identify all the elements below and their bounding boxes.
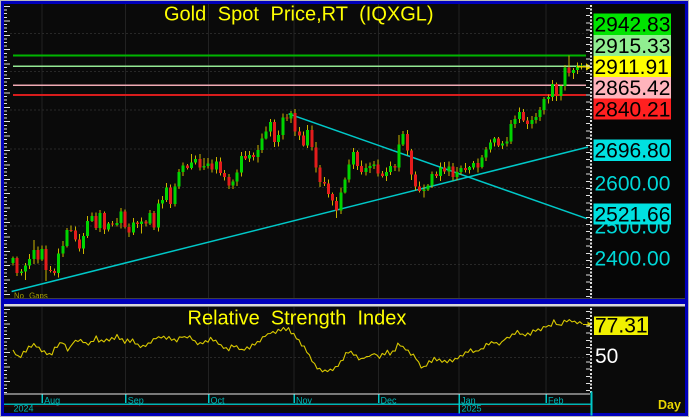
svg-text:Jan: Jan (461, 396, 476, 406)
svg-text:Dec: Dec (381, 396, 398, 406)
svg-text:Relative Strength Index: Relative Strength Index (188, 308, 407, 330)
svg-text:Oct: Oct (211, 396, 226, 406)
svg-text:Sep: Sep (128, 396, 144, 406)
svg-text:2025: 2025 (462, 404, 482, 414)
svg-text:Feb: Feb (548, 396, 564, 406)
svg-text:50: 50 (595, 345, 618, 368)
svg-text:2024: 2024 (14, 404, 34, 414)
svg-text:2696.80: 2696.80 (595, 140, 671, 163)
svg-text:No Gaps: No Gaps (14, 291, 48, 300)
svg-text:2865.42: 2865.42 (595, 77, 671, 100)
svg-text:2840.21: 2840.21 (595, 98, 671, 121)
svg-text:Gold Spot Price,RT (IQXGL): Gold Spot Price,RT (IQXGL) (164, 4, 434, 26)
svg-text:2915.33: 2915.33 (595, 35, 671, 58)
svg-text:2521.66: 2521.66 (595, 204, 671, 227)
svg-text:2600.00: 2600.00 (595, 173, 671, 196)
svg-text:Aug: Aug (44, 396, 60, 406)
svg-text:77.31: 77.31 (595, 315, 648, 338)
svg-text:2942.83: 2942.83 (595, 14, 671, 37)
svg-text:2400.00: 2400.00 (595, 248, 671, 271)
svg-text:Nov: Nov (296, 396, 313, 406)
svg-text:2911.91: 2911.91 (595, 56, 669, 79)
svg-text:Day: Day (658, 398, 681, 412)
